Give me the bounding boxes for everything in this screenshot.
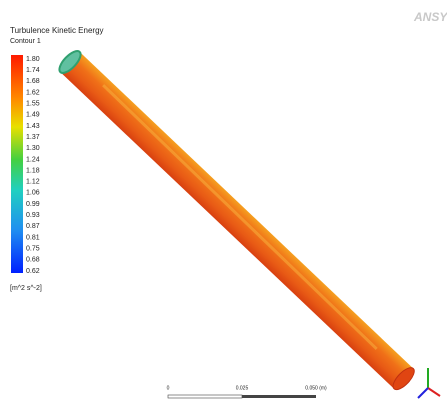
legend-label: 1.43 bbox=[26, 123, 40, 130]
scale-label: 0 bbox=[167, 385, 170, 391]
legend-label: 1.68 bbox=[26, 78, 40, 85]
scale-label: 0.025 bbox=[236, 385, 249, 391]
pipe bbox=[56, 48, 418, 393]
legend-label: 0.81 bbox=[26, 234, 40, 241]
legend-label: 1.18 bbox=[26, 167, 40, 174]
color-bar bbox=[11, 55, 23, 273]
legend-label: 0.68 bbox=[26, 257, 40, 264]
legend-unit: [m^2 s^-2] bbox=[10, 285, 42, 292]
legend-label: 1.62 bbox=[26, 89, 40, 96]
legend-label: 1.74 bbox=[26, 67, 40, 74]
legend-label: 0.93 bbox=[26, 212, 40, 219]
legend-label: 1.37 bbox=[26, 134, 40, 141]
logo: ANSYS bbox=[413, 10, 447, 24]
legend-label: 1.06 bbox=[26, 190, 40, 197]
legend-label: 0.62 bbox=[26, 268, 40, 275]
legend-label: 0.99 bbox=[26, 201, 40, 208]
viewport: Turbulence Kinetic Energy Contour 1 1.80… bbox=[0, 0, 447, 405]
legend-label: 0.75 bbox=[26, 246, 40, 253]
legend-subtitle: Contour 1 bbox=[10, 38, 41, 45]
scale-bar: 0 0.025 0.050 (m) bbox=[167, 385, 327, 398]
legend-label: 0.87 bbox=[26, 223, 40, 230]
legend-label: 1.30 bbox=[26, 145, 40, 152]
legend-labels: 1.80 1.74 1.68 1.62 1.55 1.49 1.43 1.37 1.30 1.24… bbox=[26, 56, 40, 275]
legend-label: 1.24 bbox=[26, 156, 40, 163]
scale-label: 0.050 (m) bbox=[305, 385, 327, 391]
legend-label: 1.12 bbox=[26, 179, 40, 186]
legend-title: Turbulence Kinetic Energy bbox=[10, 26, 104, 35]
legend-label: 1.55 bbox=[26, 100, 40, 107]
legend-label: 1.80 bbox=[26, 56, 40, 63]
legend-label: 1.49 bbox=[26, 112, 40, 119]
axis-triad bbox=[418, 368, 440, 398]
